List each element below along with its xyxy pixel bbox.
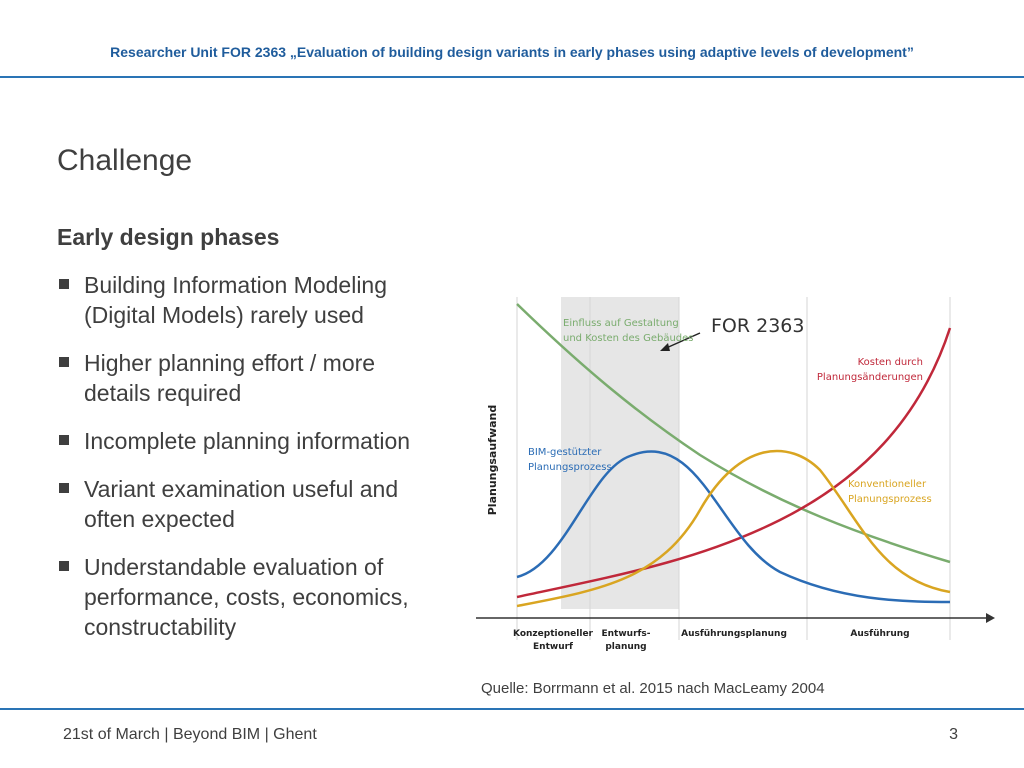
square-bullet-icon [59,357,69,367]
callout-arrow-line [663,332,701,350]
phase-label-concept-line2: Entwurf [533,642,573,652]
square-bullet-icon [59,435,69,445]
header-title: Researcher Unit FOR 2363 „Evaluation of … [110,44,914,60]
y-axis-label: Planungsaufwand [486,405,499,516]
subheading: Early design phases [57,224,280,250]
source-caption: Quelle: Borrmann et al. 2015 nach MacLea… [481,680,825,697]
phase-label-execution: Ausführung [850,629,909,639]
footer-divider [0,708,1024,710]
conventional-label-line2: Planungsprozess [848,494,932,505]
phase-label-draft-line1: Entwurfs- [601,629,650,639]
square-bullet-icon [59,483,69,493]
callout-label: FOR 2363 [711,315,804,337]
bullet-text: Building Information Modeling (Digital M… [84,272,388,328]
influence-label-line1: Einfluss auf Gestaltung [563,318,679,329]
square-bullet-icon [59,279,69,289]
bullet-text: Higher planning effort / more details re… [84,350,376,406]
bullet-text: Incomplete planning information [84,428,411,454]
page-number: 3 [949,726,958,743]
macleamy-curve-diagram: Planungsaufwand Einfluss auf Gestaltung … [476,297,995,652]
bullet-item: Building Information Modeling (Digital M… [57,270,447,330]
bullet-item: Variant examination useful and often exp… [57,474,447,534]
cost-of-change-curve [516,327,952,599]
callout-arrowhead-icon [660,343,670,351]
phase-label-concept-line1: Konzeptioneller [513,629,594,639]
square-bullet-icon [59,561,69,571]
cost-label-line2: Planungsänderungen [817,372,923,383]
conventional-process-curve [516,449,951,608]
conventional-label-line1: Konventioneller [848,479,927,490]
phase-label-draft-line2: planung [605,642,646,652]
macleamy-figure: Planungsaufwand Einfluss auf Gestaltung … [470,290,1000,660]
phase-label-execution-planning: Ausführungsplanung [681,629,787,639]
slide-header: Researcher Unit FOR 2363 „Evaluation of … [0,0,1024,76]
bim-label-line1: BIM-gestützter [528,447,602,458]
bim-label-line2: Planungsprozess [528,462,612,473]
influence-label-line2: und Kosten des Gebäudes [563,333,694,344]
bullet-item: Higher planning effort / more details re… [57,348,447,408]
bullet-item: Understandable evaluation of performance… [57,552,447,642]
x-axis-arrow-icon [986,613,995,623]
bullet-text: Variant examination useful and often exp… [84,476,399,532]
cost-label-line1: Kosten durch [858,357,923,368]
footer-text: 21st of March | Beyond BIM | Ghent [63,726,317,743]
bullet-text: Understandable evaluation of performance… [84,554,409,640]
influence-curve [516,303,951,564]
bullet-item: Incomplete planning information [57,426,447,456]
bim-process-curve [516,450,951,604]
header-divider [0,76,1024,78]
bullet-list: Building Information Modeling (Digital M… [57,270,447,660]
slide-title: Challenge [57,144,193,177]
